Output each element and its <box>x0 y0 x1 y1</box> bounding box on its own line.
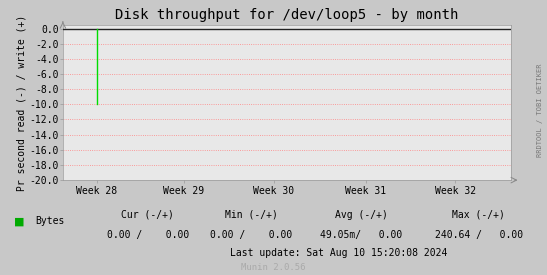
Text: 49.05m/   0.00: 49.05m/ 0.00 <box>320 230 402 240</box>
Text: Avg (-/+): Avg (-/+) <box>335 210 387 219</box>
Text: Bytes: Bytes <box>36 216 65 226</box>
Title: Disk throughput for /dev/loop5 - by month: Disk throughput for /dev/loop5 - by mont… <box>115 8 459 22</box>
Text: Last update: Sat Aug 10 15:20:08 2024: Last update: Sat Aug 10 15:20:08 2024 <box>230 248 448 258</box>
Text: Munin 2.0.56: Munin 2.0.56 <box>241 263 306 272</box>
Text: Max (-/+): Max (-/+) <box>452 210 505 219</box>
Text: ■: ■ <box>14 216 24 226</box>
Text: 240.64 /   0.00: 240.64 / 0.00 <box>434 230 523 240</box>
Text: Min (-/+): Min (-/+) <box>225 210 278 219</box>
Text: 0.00 /    0.00: 0.00 / 0.00 <box>107 230 189 240</box>
Y-axis label: Pr second read (-) / write (+): Pr second read (-) / write (+) <box>16 14 27 191</box>
Text: Cur (-/+): Cur (-/+) <box>121 210 174 219</box>
Text: RRDTOOL / TOBI OETIKER: RRDTOOL / TOBI OETIKER <box>537 63 543 157</box>
Text: 0.00 /    0.00: 0.00 / 0.00 <box>211 230 293 240</box>
